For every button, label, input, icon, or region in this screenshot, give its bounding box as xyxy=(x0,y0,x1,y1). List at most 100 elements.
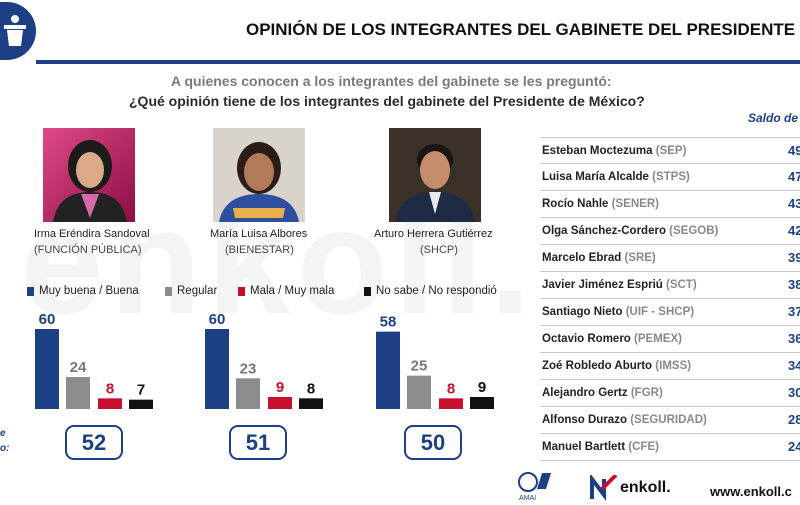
data-label: 24 xyxy=(70,359,87,376)
bar xyxy=(129,399,153,409)
enkoll-brand-text: enkoll. xyxy=(620,479,671,496)
ranking-value: 24 xyxy=(788,439,800,454)
ranking-value: 43 xyxy=(788,196,800,211)
data-label: 58 xyxy=(380,314,397,331)
ranking-row: Octavio Romero (PEMEX) 36 xyxy=(540,326,800,353)
ranking-person: Manuel Bartlett xyxy=(542,441,626,453)
bar xyxy=(236,378,260,409)
bar xyxy=(98,398,122,409)
legend-item-regular: Regular xyxy=(165,285,217,297)
ranking-person: Luisa María Alcalde xyxy=(542,171,649,183)
legend-item-muy-buena: Muy buena / Buena xyxy=(27,285,139,297)
data-label: 8 xyxy=(447,380,455,397)
ranking-name: Olga Sánchez-Cordero (SEGOB) xyxy=(542,225,718,237)
amai-text: AMAI xyxy=(519,495,536,502)
ranking-org: (STPS) xyxy=(652,171,690,183)
ranking-value: 30 xyxy=(788,385,800,400)
data-label: 60 xyxy=(39,311,56,328)
bar xyxy=(439,398,463,409)
ranking-row: Zoé Robledo Aburto (IMSS) 34 xyxy=(540,353,800,380)
portrait-maria-albores xyxy=(213,128,305,222)
ranking-name: Manuel Bartlett (CFE) xyxy=(542,441,659,453)
net-score-box: 52 xyxy=(65,425,123,460)
ranking-name: Santiago Nieto (UIF - SHCP) xyxy=(542,306,694,318)
ranking-value: 47 xyxy=(788,169,800,184)
ranking-person: Octavio Romero xyxy=(542,333,631,345)
bar xyxy=(35,329,59,409)
ranking-person: Olga Sánchez-Cordero xyxy=(542,225,666,237)
ranking-name: Esteban Moctezuma (SEP) xyxy=(542,145,686,157)
data-label: 8 xyxy=(307,380,315,397)
ranking-name: Alfonso Durazo (SEGURIDAD) xyxy=(542,414,707,426)
person-org: (FUNCIÓN PÚBLICA) xyxy=(34,244,142,256)
ranking-row: Marcelo Ebrad (SRE) 39 xyxy=(540,245,800,272)
ranking-name: Marcelo Ebrad (SRE) xyxy=(542,252,656,264)
ranking-name: Rocío Nahle (SENER) xyxy=(542,198,659,210)
ranking-header: Saldo de o xyxy=(748,111,800,125)
ranking-name: Alejandro Gertz (FGR) xyxy=(542,387,663,399)
bar xyxy=(407,375,431,409)
person-name: Irma Eréndira Sandoval xyxy=(34,228,150,240)
ranking-row: Esteban Moctezuma (SEP) 49 xyxy=(540,137,800,164)
legend-swatch xyxy=(165,286,172,296)
ranking-row: Santiago Nieto (UIF - SHCP) 37 xyxy=(540,299,800,326)
ranking-row: Rocío Nahle (SENER) 43 xyxy=(540,191,800,218)
ranking-person: Alejandro Gertz xyxy=(542,387,628,399)
ranking-org: (SENER) xyxy=(611,198,659,210)
ranking-org: (SEP) xyxy=(655,145,687,157)
ranking-name: Zoé Robledo Aburto (IMSS) xyxy=(542,360,691,372)
bar xyxy=(376,331,400,409)
legend-label: Mala / Muy mala xyxy=(250,285,335,297)
legend-swatch xyxy=(238,286,245,296)
bar xyxy=(268,397,292,409)
person-name: María Luisa Albores xyxy=(210,228,308,240)
ranking-value: 34 xyxy=(788,358,800,373)
ranking-org: (FGR) xyxy=(630,387,663,399)
ranking-person: Santiago Nieto xyxy=(542,306,623,318)
ranking-org: (SEGOB) xyxy=(669,225,719,237)
ranking-row: Olga Sánchez-Cordero (SEGOB) 42 xyxy=(540,218,800,245)
ranking-row: Alfonso Durazo (SEGURIDAD) 28 xyxy=(540,407,800,434)
header-divider xyxy=(36,60,800,64)
person-org: (BIENESTAR) xyxy=(225,244,294,256)
data-label: 7 xyxy=(137,382,145,399)
question-text: ¿Qué opinión tiene de los integrantes de… xyxy=(129,93,645,109)
legend-swatch xyxy=(364,286,371,296)
ranking-org: (UIF - SHCP) xyxy=(625,306,695,318)
footer-url: www.enkoll.c xyxy=(710,484,792,499)
data-label: 23 xyxy=(240,360,257,377)
ranking-name: Luisa María Alcalde (STPS) xyxy=(542,171,690,183)
ranking-org: (SRE) xyxy=(624,252,656,264)
legend-item-no-sabe: No sabe / No respondió xyxy=(364,285,497,297)
legend-item-mala: Mala / Muy mala xyxy=(238,285,334,297)
ranking-value: 37 xyxy=(788,304,800,319)
ranking-person: Alfonso Durazo xyxy=(542,414,627,426)
bar xyxy=(470,397,494,409)
ranking-name: Octavio Romero (PEMEX) xyxy=(542,333,682,345)
ranking-person: Rocío Nahle xyxy=(542,198,609,210)
legend-label: Regular xyxy=(177,285,218,297)
amai-logo: AMAI xyxy=(515,471,555,503)
bar xyxy=(299,398,323,409)
ranking-value: 28 xyxy=(788,412,800,427)
portrait-irma-sandoval xyxy=(43,128,135,222)
ranking-person: Zoé Robledo Aburto xyxy=(542,360,653,372)
legend-label: No sabe / No respondió xyxy=(376,285,497,297)
ranking-org: (PEMEX) xyxy=(634,333,682,345)
ranking-row: Luisa María Alcalde (STPS) 47 xyxy=(540,164,800,191)
legend-label: Muy buena / Buena xyxy=(39,285,139,297)
side-label-fragment: o: xyxy=(0,443,10,454)
net-score-box: 50 xyxy=(404,425,462,460)
enkoll-logo: enkoll. xyxy=(590,475,671,501)
ranking-org: (CFE) xyxy=(628,441,659,453)
legend-swatch xyxy=(27,286,34,296)
bar xyxy=(205,329,229,409)
ranking-value: 49 xyxy=(788,143,800,158)
net-score-box: 51 xyxy=(229,425,287,460)
ranking-org: (SEGURIDAD) xyxy=(630,414,707,426)
ranking-org: (SCT) xyxy=(666,279,697,291)
person-org: (SHCP) xyxy=(420,244,458,256)
ranking-row: Manuel Bartlett (CFE) 24 xyxy=(540,434,800,461)
ranking-row: Alejandro Gertz (FGR) 30 xyxy=(540,380,800,407)
